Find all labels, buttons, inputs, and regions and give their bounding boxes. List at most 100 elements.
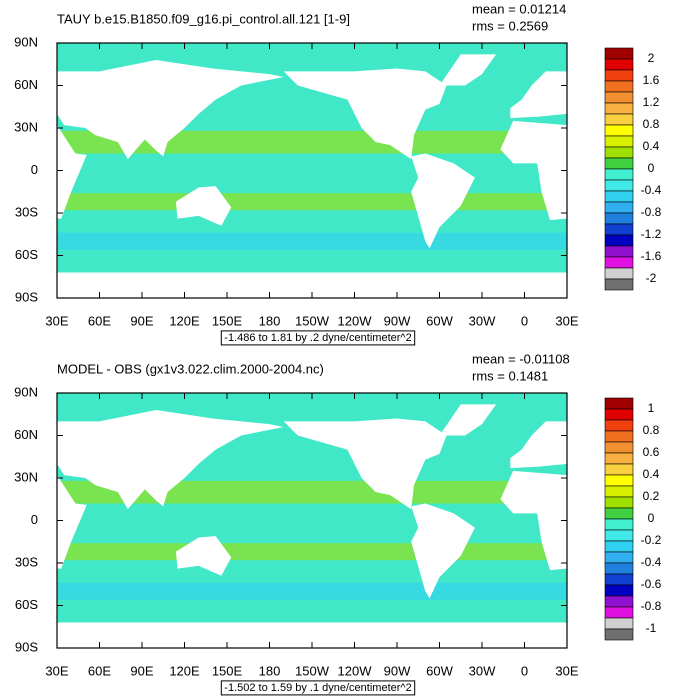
colorbar-box bbox=[604, 58, 634, 71]
colorbar-box bbox=[604, 69, 634, 82]
colorbar-box bbox=[604, 430, 634, 443]
colorbar-box bbox=[604, 529, 634, 542]
colorbar-box bbox=[604, 518, 634, 531]
colorbar-box bbox=[604, 80, 634, 93]
land bbox=[439, 54, 497, 86]
x-tick-label: 60W bbox=[426, 663, 453, 678]
x-tick-label: 150E bbox=[212, 313, 243, 328]
land bbox=[510, 71, 567, 119]
y-tick-label: 30S bbox=[15, 204, 38, 219]
subtitle-box bbox=[220, 330, 416, 346]
x-tick-label: 30E bbox=[45, 313, 68, 328]
colorbar-box bbox=[604, 179, 634, 192]
x-tick-label: 90E bbox=[130, 313, 153, 328]
colorbar-box bbox=[604, 124, 634, 137]
y-tick-label: 60S bbox=[15, 597, 38, 612]
colorbar-box bbox=[604, 256, 634, 269]
colorbar-box bbox=[604, 474, 634, 487]
map-title: MODEL - OBS (gx1v3.022.clim.2000-2004.nc… bbox=[57, 361, 324, 376]
rms-label: rms = 0.1481 bbox=[472, 368, 548, 383]
colorbar-box bbox=[604, 573, 634, 586]
x-tick-label: 30E bbox=[555, 663, 578, 678]
x-tick-label: 120E bbox=[169, 313, 200, 328]
colorbar-label: -0.6 bbox=[641, 577, 662, 591]
x-tick-label: 180 bbox=[259, 663, 281, 678]
x-tick-label: 30E bbox=[45, 663, 68, 678]
field-band bbox=[57, 193, 567, 211]
colorbar-box bbox=[604, 212, 634, 225]
colorbar-box bbox=[604, 201, 634, 214]
colorbar-label: 0.2 bbox=[643, 489, 660, 503]
colorbar-box bbox=[604, 146, 634, 159]
colorbar-box bbox=[604, 245, 634, 258]
colorbar-box bbox=[604, 606, 634, 619]
y-tick-label: 90S bbox=[15, 289, 38, 304]
subtitle: -1.502 to 1.59 by .1 dyne/centimeter^2 bbox=[224, 682, 411, 694]
colorbar-box bbox=[604, 397, 634, 410]
x-tick-label: 120E bbox=[169, 663, 200, 678]
colorbar-box bbox=[604, 91, 634, 104]
y-tick-label: 90S bbox=[15, 639, 38, 654]
land bbox=[500, 120, 567, 221]
land bbox=[283, 68, 447, 160]
colorbar-box bbox=[604, 190, 634, 203]
colorbar-box bbox=[604, 540, 634, 553]
x-tick-label: 30W bbox=[469, 663, 496, 678]
colorbar-box bbox=[604, 168, 634, 181]
colorbar-box bbox=[604, 595, 634, 608]
field-band bbox=[57, 480, 567, 504]
colorbar-box bbox=[604, 419, 634, 432]
x-tick-label: 60E bbox=[88, 313, 111, 328]
land bbox=[411, 153, 475, 249]
y-tick-label: 30S bbox=[15, 554, 38, 569]
colorbar-box bbox=[604, 234, 634, 247]
land bbox=[57, 622, 567, 648]
x-tick-label: 90E bbox=[130, 663, 153, 678]
x-tick-label: 90W bbox=[384, 663, 411, 678]
y-tick-label: 90N bbox=[14, 384, 38, 399]
y-tick-label: 60S bbox=[15, 247, 38, 262]
colorbar-label: -0.8 bbox=[641, 205, 662, 219]
colorbar-label: 0.8 bbox=[643, 117, 660, 131]
colorbar-label: 0 bbox=[648, 511, 655, 525]
colorbar-box bbox=[604, 551, 634, 564]
colorbar-label: 0.4 bbox=[643, 467, 660, 481]
subtitle-box bbox=[220, 680, 416, 696]
colorbar-label: -0.4 bbox=[641, 183, 662, 197]
colorbar-label: -0.2 bbox=[641, 533, 662, 547]
colorbar-label: -1 bbox=[646, 621, 657, 635]
colorbar-box bbox=[604, 507, 634, 520]
land bbox=[57, 60, 284, 160]
field-band bbox=[57, 232, 567, 250]
x-tick-label: 0 bbox=[521, 663, 528, 678]
colorbar-box bbox=[604, 617, 634, 630]
colorbar-label: -0.4 bbox=[641, 555, 662, 569]
mean-label: mean = -0.01108 bbox=[472, 351, 570, 366]
land bbox=[176, 186, 232, 226]
map-title: TAUY b.e15.B1850.f09_g16.pi_control.all.… bbox=[57, 11, 350, 26]
x-tick-label: 30W bbox=[469, 313, 496, 328]
y-tick-label: 60N bbox=[14, 427, 38, 442]
colorbar-label: 0.8 bbox=[643, 423, 660, 437]
colorbar-label: -1.6 bbox=[641, 249, 662, 263]
colorbar-box bbox=[604, 278, 634, 291]
land bbox=[439, 404, 497, 436]
land bbox=[57, 475, 87, 569]
land bbox=[176, 536, 232, 576]
colorbar-box bbox=[604, 584, 634, 597]
colorbar-label: -2 bbox=[646, 271, 657, 285]
colorbar-box bbox=[604, 223, 634, 236]
x-tick-label: 30E bbox=[555, 313, 578, 328]
field-band bbox=[57, 543, 567, 561]
land bbox=[411, 503, 475, 599]
colorbar-label: 1 bbox=[648, 401, 655, 415]
colorbar-label: -0.8 bbox=[641, 599, 662, 613]
x-tick-label: 150E bbox=[212, 663, 243, 678]
colorbar-label: 1.6 bbox=[643, 73, 660, 87]
colorbar-box bbox=[604, 113, 634, 126]
land bbox=[500, 470, 567, 571]
colorbar-label: -1.2 bbox=[641, 227, 662, 241]
x-tick-label: 60W bbox=[426, 313, 453, 328]
x-tick-label: 60E bbox=[88, 663, 111, 678]
